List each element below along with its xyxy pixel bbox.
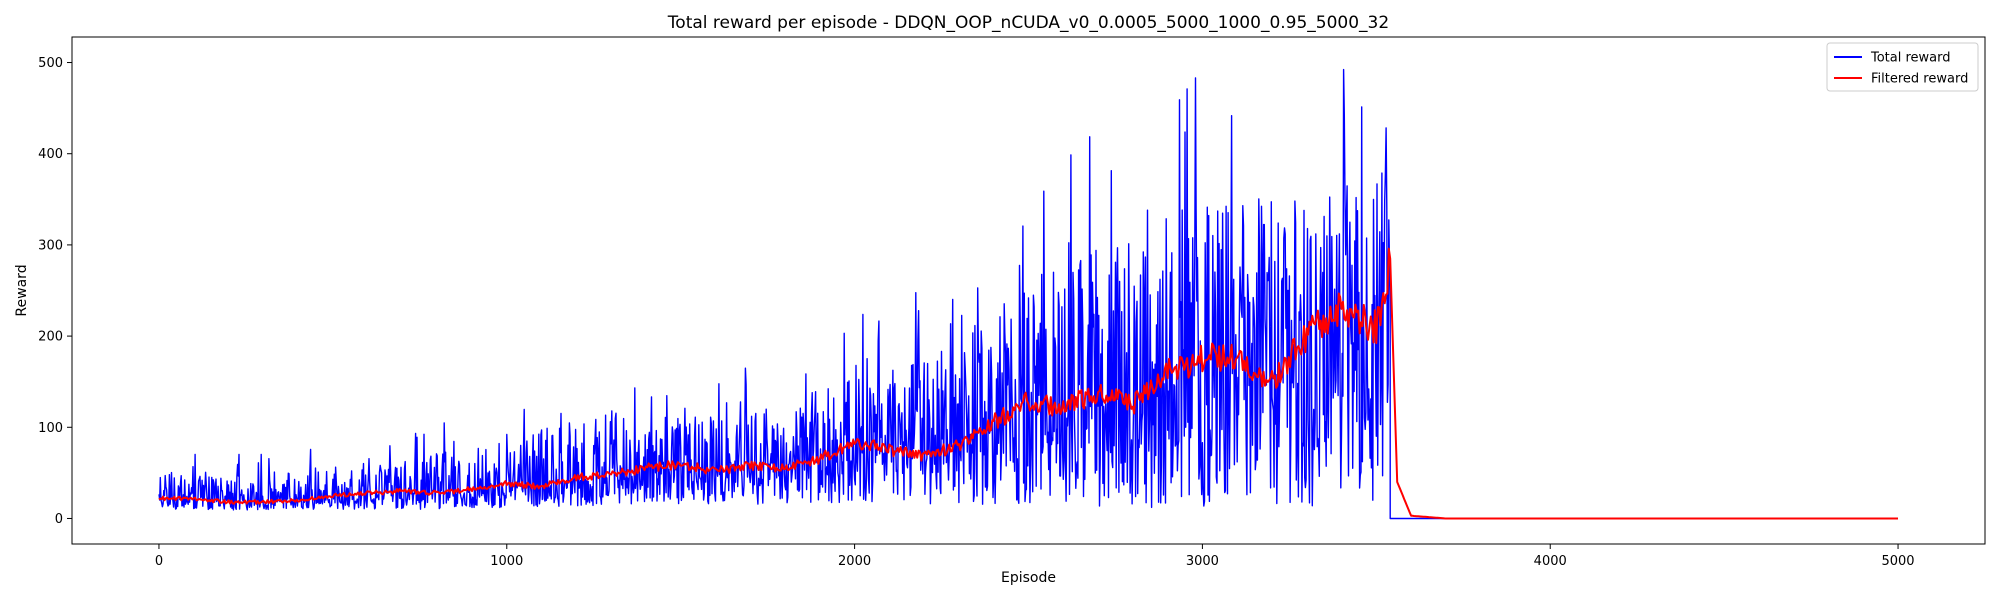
y-tick-label: 300 [38,238,63,253]
y-axis-title: Reward [14,264,30,316]
legend: Total reward Filtered reward [1826,42,1979,92]
x-tick-label: 1000 [490,554,523,569]
series-line-total-reward [158,68,1898,520]
y-tick-label: 400 [38,147,63,162]
y-tick-label: 200 [38,330,63,345]
y-axis: 0 100 200 300 400 500 [38,56,72,527]
x-axis: 0 1000 2000 3000 4000 5000 [155,544,1915,569]
legend-box [1826,42,1979,92]
series-line-filtered-reward [158,247,1898,520]
x-tick-label: 4000 [1534,554,1567,569]
plot-frame [71,36,1986,545]
x-tick-label: 2000 [838,554,871,569]
x-tick-label: 0 [155,554,163,569]
legend-label-total-reward: Total reward [1870,51,1951,66]
y-tick-label: 0 [55,512,63,527]
x-axis-title: Episode [1001,570,1056,586]
series-layer [158,68,1898,520]
y-tick-label: 500 [38,56,63,71]
legend-label-filtered-reward: Filtered reward [1871,72,1968,87]
x-tick-label: 3000 [1186,554,1219,569]
y-tick-label: 100 [38,421,63,436]
x-tick-label: 5000 [1881,554,1914,569]
chart-title: Total reward per episode - DDQN_OOP_nCUD… [667,13,1389,33]
